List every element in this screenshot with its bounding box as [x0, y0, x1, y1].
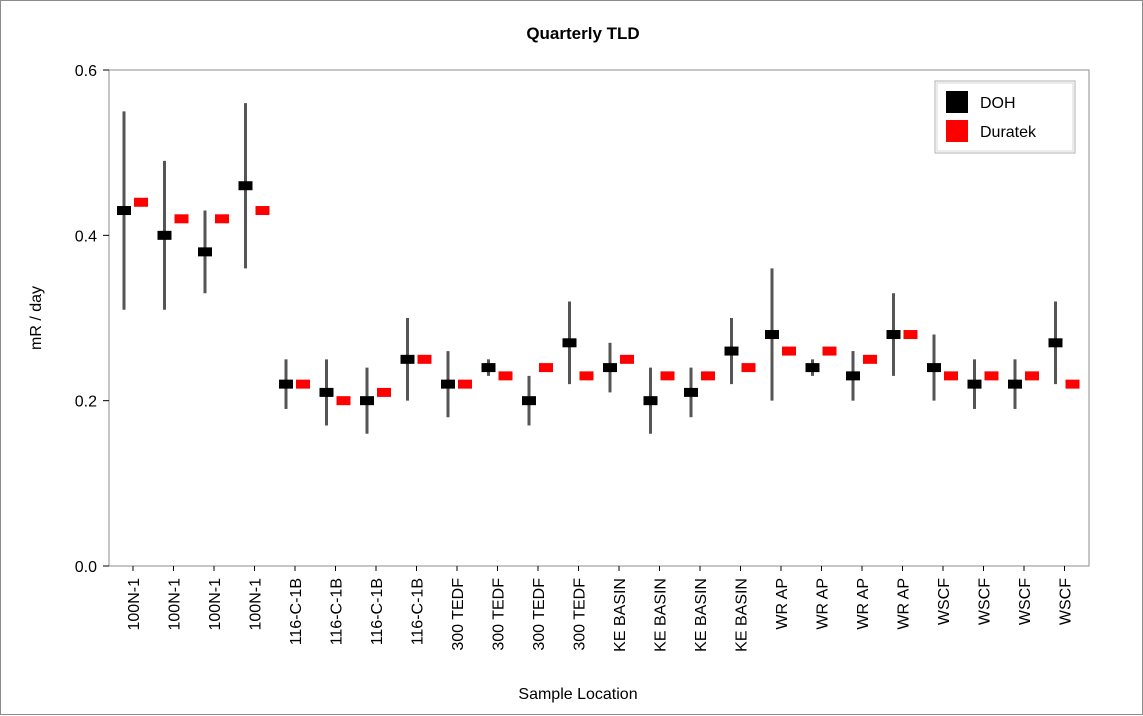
x-tick-label: KE BASIN [734, 578, 751, 652]
x-tick-label: 116-C-1B [410, 578, 427, 645]
doh-marker [198, 247, 212, 257]
x-tick-label: 100N-1 [207, 578, 224, 631]
doh-marker [279, 379, 293, 389]
x-tick-label: 116-C-1B [288, 578, 305, 645]
duratek-marker [903, 330, 918, 340]
x-tick-label: WR AP [896, 578, 913, 630]
doh-marker [603, 363, 617, 373]
doh-marker [481, 363, 496, 373]
duratek-marker [984, 371, 999, 381]
legend-label-duratek: Duratek [980, 124, 1037, 141]
y-axis-label: mR / day [28, 286, 45, 350]
y-axis: 0.0 0.2 0.4 0.6 [75, 63, 109, 576]
doh-marker [1048, 338, 1063, 348]
duratek-marker [417, 354, 432, 364]
duratek-marker [498, 371, 513, 381]
legend-box-inner [936, 82, 1074, 152]
y-tick-label: 0.2 [75, 394, 97, 411]
doh-marker [846, 371, 860, 381]
duratek-marker [1025, 371, 1039, 381]
chart-title: Quarterly TLD [526, 24, 639, 43]
x-tick-label: 116-C-1B [369, 578, 386, 645]
x-tick-label: WR AP [774, 578, 791, 630]
duratek-marker [377, 387, 391, 397]
x-tick-label: WSCF [1058, 578, 1075, 625]
x-axis-label: Sample Location [518, 686, 637, 703]
doh-marker [319, 387, 334, 397]
duratek-marker [741, 363, 756, 373]
y-tick-label: 0.0 [75, 559, 97, 576]
doh-marker [441, 379, 455, 389]
duratek-marker [1065, 379, 1080, 389]
legend-swatch-doh [946, 91, 968, 113]
x-tick-label: 100N-1 [248, 578, 265, 631]
x-tick-label: WR AP [815, 578, 832, 630]
duratek-marker [579, 371, 594, 381]
x-tick-label: KE BASIN [612, 578, 629, 652]
x-axis: 100N-1 100N-1 100N-1 100N-1 116-C-1B 116-C-1B… [126, 566, 1075, 652]
doh-marker [360, 396, 374, 406]
x-tick-label: 100N-1 [126, 578, 143, 631]
doh-marker [805, 363, 820, 373]
duratek-marker [336, 396, 351, 406]
doh-marker [562, 338, 577, 348]
x-tick-label: 300 TEDF [572, 578, 589, 651]
doh-marker [238, 181, 253, 191]
x-tick-label: 100N-1 [167, 578, 184, 631]
doh-marker [522, 396, 536, 406]
y-tick-label: 0.4 [75, 228, 97, 245]
x-tick-label: KE BASIN [693, 578, 710, 652]
duratek-marker [296, 379, 310, 389]
duratek-marker [782, 346, 796, 356]
doh-marker [684, 387, 698, 397]
duratek-marker [660, 371, 675, 381]
y-tick-label: 0.6 [75, 63, 97, 80]
plot-area [108, 69, 1090, 567]
duratek-marker [822, 346, 837, 356]
duratek-marker [863, 354, 877, 364]
x-tick-label: KE BASIN [653, 578, 670, 652]
doh-marker [157, 230, 172, 240]
x-tick-label: 300 TEDF [491, 578, 508, 651]
x-tick-label: 300 TEDF [450, 578, 467, 651]
doh-marker [886, 330, 901, 340]
doh-marker [117, 206, 131, 216]
x-tick-label: WR AP [855, 578, 872, 630]
duratek-marker [539, 363, 553, 373]
duratek-marker [174, 214, 189, 224]
legend-label-doh: DOH [980, 95, 1016, 112]
doh-marker [643, 396, 658, 406]
legend: DOH Duratek [934, 80, 1076, 154]
data-markers [117, 181, 1080, 406]
x-tick-label: 300 TEDF [531, 578, 548, 651]
x-tick-label: WSCF [977, 578, 994, 625]
duratek-marker [620, 354, 634, 364]
doh-marker [967, 379, 982, 389]
x-tick-label: WSCF [936, 578, 953, 625]
duratek-marker [944, 371, 958, 381]
x-tick-label: WSCF [1017, 578, 1034, 625]
doh-marker [400, 354, 415, 364]
doh-marker [927, 363, 941, 373]
doh-marker [724, 346, 739, 356]
x-tick-label: 116-C-1B [329, 578, 346, 645]
duratek-marker [458, 379, 472, 389]
doh-marker [765, 330, 779, 340]
duratek-marker [215, 214, 229, 224]
duratek-marker [255, 206, 270, 216]
duratek-marker [134, 197, 148, 207]
duratek-marker [701, 371, 715, 381]
legend-swatch-duratek [946, 120, 968, 142]
doh-marker [1008, 379, 1022, 389]
